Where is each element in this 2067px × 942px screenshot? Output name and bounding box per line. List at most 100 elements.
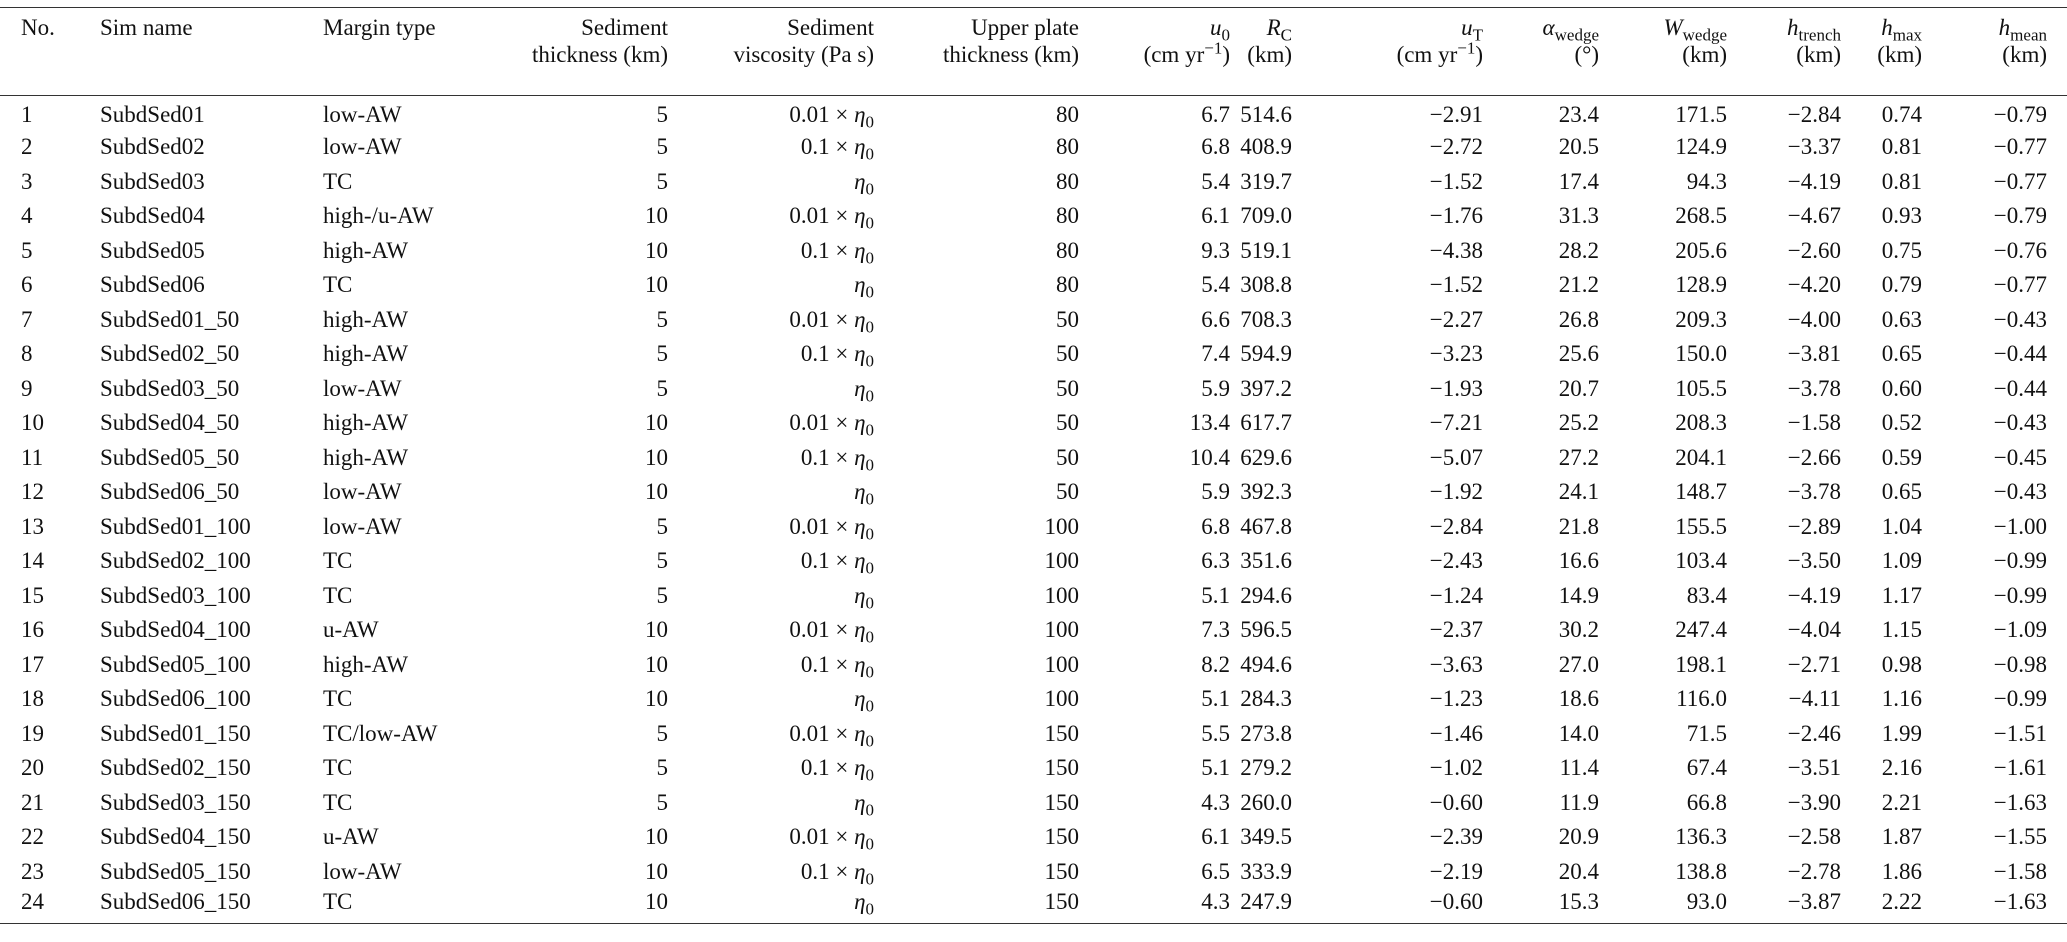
symbol: η bbox=[854, 720, 866, 746]
table-cell: 5.9 bbox=[1201, 375, 1230, 401]
table-cell: 19 bbox=[21, 720, 44, 746]
table-cell: 5.1 bbox=[1201, 686, 1230, 712]
table-cell: SubdSed04_100 bbox=[100, 617, 251, 643]
table-cell: TC bbox=[323, 582, 353, 608]
table-cell: 0.74 bbox=[1881, 102, 1922, 127]
table-cell: 519.1 bbox=[1240, 237, 1292, 263]
table-cell: 150 bbox=[1044, 789, 1080, 815]
header-line: Wwedge bbox=[1599, 14, 1727, 44]
table-cell: −0.77 bbox=[1993, 168, 2047, 194]
subscript: C bbox=[1280, 25, 1292, 45]
table-row: 16 SubdSed04_100 u-AW 10 0.01 × η0 100 7.3 596.… bbox=[0, 613, 2067, 648]
table-cell: 208.3 bbox=[1675, 410, 1727, 436]
table-cell: TC bbox=[323, 272, 353, 298]
table-cell: TC bbox=[323, 755, 353, 781]
table-cell: 10 bbox=[645, 617, 668, 643]
table-cell: −0.76 bbox=[1993, 237, 2047, 263]
table-cell: 0.52 bbox=[1881, 410, 1922, 436]
table-cell: TC bbox=[323, 889, 353, 914]
table-cell: 2.22 bbox=[1881, 889, 1922, 914]
table-cell: 80 bbox=[1056, 134, 1079, 160]
table-cell: −2.84 bbox=[1787, 102, 1841, 127]
table-cell: 5 bbox=[656, 513, 669, 539]
table-cell: 514.6 bbox=[1240, 102, 1292, 127]
table-cell: −3.51 bbox=[1787, 755, 1841, 781]
table-cell: −1.61 bbox=[1993, 755, 2047, 781]
header-line: (km) bbox=[1727, 41, 1841, 68]
text-run: Sim name bbox=[100, 15, 193, 40]
header-line: (km) bbox=[1230, 41, 1292, 68]
table-cell: 0.01 × η0 bbox=[668, 199, 874, 234]
table-cell: 150.0 bbox=[1675, 341, 1727, 367]
table-cell: 10 bbox=[645, 858, 668, 884]
table-cell: 0.01 × η0 bbox=[668, 303, 874, 338]
table-cell: 467.8 bbox=[1240, 513, 1292, 539]
text-run: 0.01 × bbox=[789, 410, 855, 436]
table-cell: 594.9 bbox=[1240, 341, 1292, 367]
table-cell: SubdSed02_150 bbox=[100, 755, 251, 781]
table-cell: 50 bbox=[1056, 306, 1079, 332]
table-cell: −2.78 bbox=[1787, 858, 1841, 884]
table-cell: 50 bbox=[1056, 444, 1079, 470]
table-cell: 333.9 bbox=[1240, 858, 1292, 884]
table-cell: −2.37 bbox=[1429, 617, 1483, 643]
table-row: 8 SubdSed02_50 high-AW 5 0.1 × η0 50 7.4 594.9−… bbox=[0, 337, 2067, 372]
text-run: ) bbox=[1222, 42, 1230, 67]
text-run: (cm yr bbox=[1143, 42, 1205, 67]
table-cell: −1.63 bbox=[1993, 889, 2047, 914]
column-header: Wwedge (km) bbox=[1599, 7, 1727, 96]
text-run: (km) bbox=[1247, 42, 1292, 67]
header-line: htrench bbox=[1727, 14, 1841, 44]
table-cell: 0.60 bbox=[1881, 375, 1922, 401]
table-cell: TC bbox=[323, 548, 353, 574]
table-cell: high-/u-AW bbox=[323, 203, 434, 229]
table-cell: 80 bbox=[1056, 168, 1079, 194]
table-cell: η0 bbox=[668, 889, 874, 924]
table-cell: high-AW bbox=[323, 410, 409, 436]
table-body: 1 SubdSed01 low-AW 5 0.01 × η0 80 6.7 514.6 −2.9… bbox=[0, 96, 2067, 924]
table-cell: −2.43 bbox=[1429, 548, 1483, 574]
subscript: 0 bbox=[865, 248, 875, 268]
table-row: 9 SubdSed03_50 low-AW 5 η0 50 5.9 397.2 −1.93 20.… bbox=[0, 372, 2067, 407]
table-row: 5 SubdSed05 high-AW 10 0.1 × η0 80 9.3 519.1 −4.… bbox=[0, 234, 2067, 269]
header-row: No. Sim name Margin type Sediment thickness … bbox=[0, 7, 2067, 96]
table-row: 12 SubdSed06_50 low-AW 10 η0 50 5.9 392.3 −1.92 2… bbox=[0, 475, 2067, 510]
symbol: η bbox=[854, 134, 866, 160]
table-cell: 6.1 bbox=[1201, 824, 1230, 850]
subscript: 0 bbox=[865, 282, 875, 302]
table-cell: 27.2 bbox=[1558, 444, 1599, 470]
symbol: η bbox=[854, 617, 866, 643]
table-cell: 10 bbox=[645, 479, 668, 505]
symbol: η bbox=[854, 306, 866, 332]
subscript: 0 bbox=[1221, 25, 1231, 45]
subscript: 0 bbox=[865, 420, 875, 440]
subscript: 0 bbox=[865, 144, 875, 164]
table-cell: SubdSed04_50 bbox=[100, 410, 240, 436]
table-cell: high-AW bbox=[323, 237, 409, 263]
column-header: Margin type bbox=[323, 7, 490, 96]
table-cell: 0.01 × η0 bbox=[668, 406, 874, 441]
subscript: 0 bbox=[865, 179, 875, 199]
table-cell: −3.63 bbox=[1429, 651, 1483, 677]
table-cell: −0.44 bbox=[1993, 375, 2047, 401]
subscript: 0 bbox=[865, 112, 875, 132]
table-cell: 2.21 bbox=[1881, 789, 1922, 815]
table-cell: 2.16 bbox=[1881, 755, 1922, 781]
table-cell: 1 bbox=[21, 102, 33, 127]
column-header: No. bbox=[0, 7, 100, 96]
table-cell: 0.1 × η0 bbox=[668, 855, 874, 890]
subscript: wedge bbox=[1554, 25, 1599, 45]
table-cell: 629.6 bbox=[1240, 444, 1292, 470]
table-cell: 93.0 bbox=[1686, 889, 1727, 914]
column-header: αwedge (°) bbox=[1483, 7, 1599, 96]
subscript: 0 bbox=[865, 489, 875, 509]
text-run: 0.1 × bbox=[800, 651, 855, 677]
symbol: η bbox=[854, 513, 866, 539]
table-cell: high-AW bbox=[323, 341, 409, 367]
table-cell: 26.8 bbox=[1558, 306, 1599, 332]
column-header: u0 (cm yr−1) bbox=[1079, 7, 1231, 96]
table-cell: SubdSed03_50 bbox=[100, 375, 240, 401]
table-cell: −0.43 bbox=[1993, 306, 2047, 332]
text-run: thickness (km) bbox=[942, 42, 1079, 67]
table-cell: 80 bbox=[1056, 102, 1079, 127]
